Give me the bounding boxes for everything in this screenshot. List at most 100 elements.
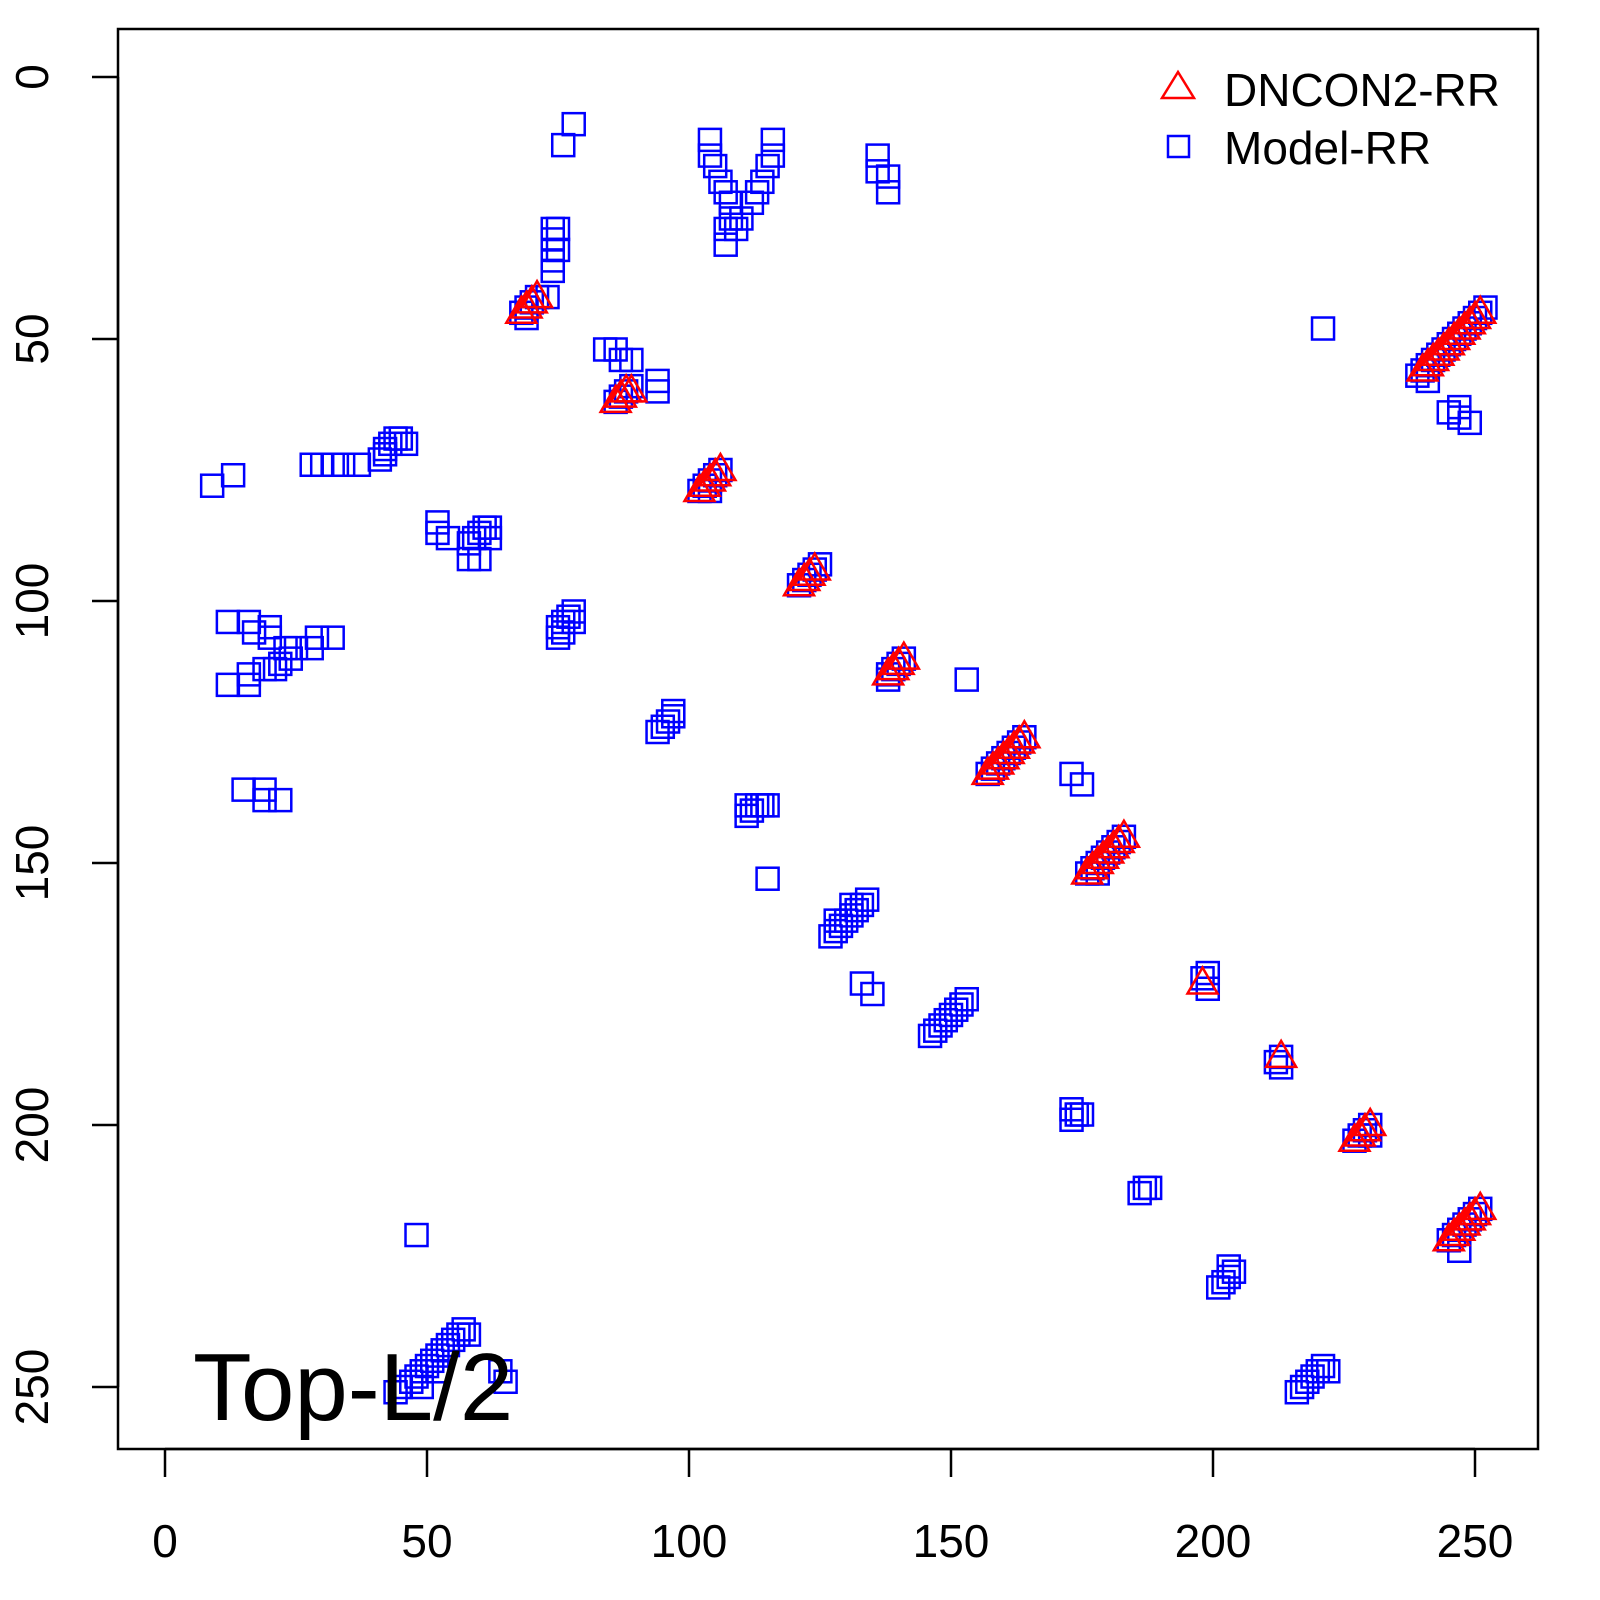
model-rr-point — [697, 127, 723, 153]
y-tick-label: 150 — [6, 825, 58, 902]
x-tick-label: 150 — [913, 1515, 990, 1567]
model-rr-point — [252, 787, 277, 813]
dncon2-rr-point — [980, 744, 1016, 775]
model-rr-point — [1195, 960, 1221, 986]
model-rr-point — [451, 1317, 476, 1342]
dncon2-rr-point — [603, 378, 639, 408]
model-rr-point — [561, 111, 586, 137]
y-tick-label: 200 — [6, 1087, 58, 1164]
dncon2-rr-point — [1415, 341, 1451, 372]
model-rr-point — [409, 1374, 435, 1400]
dncon2-rr-point — [1452, 304, 1487, 335]
model-rr-point — [865, 143, 890, 168]
legend-triangle-icon — [1159, 69, 1197, 100]
legend-label-model: Model-RR — [1224, 122, 1431, 174]
model-rr-point — [330, 452, 356, 478]
y-tick-label: 100 — [6, 563, 58, 640]
dncon2-rr-point — [1405, 351, 1440, 382]
model-rr-point — [739, 190, 765, 216]
model-rr-point — [346, 452, 372, 478]
model-rr-point — [220, 462, 246, 488]
y-tick-label: 0 — [6, 64, 58, 90]
dncon2-rr-point — [519, 278, 555, 309]
dncon2-rr-point — [692, 461, 728, 492]
model-rr-point — [236, 662, 262, 687]
model-rr-point — [493, 1369, 518, 1395]
x-tick-label: 50 — [401, 1515, 452, 1567]
model-rr-point — [241, 620, 267, 645]
model-rr-point — [456, 1322, 482, 1347]
dncon2-rr-point — [598, 383, 633, 414]
dncon2-rr-point — [1426, 330, 1461, 361]
dncon2-rr-point — [876, 650, 911, 681]
dncon2-rr-point — [514, 283, 549, 314]
plot-frame — [116, 27, 1540, 1451]
model-rr-point — [1137, 1175, 1163, 1201]
dncon2-rr-point — [1452, 1200, 1487, 1231]
dncon2-rr-point — [1442, 315, 1477, 346]
model-rr-point — [875, 164, 901, 189]
dncon2-rr-point — [1185, 965, 1220, 995]
model-rr-point — [854, 887, 880, 912]
dncon2-rr-point — [1457, 299, 1493, 330]
model-rr-point — [477, 525, 503, 551]
legend-square-icon — [1166, 134, 1191, 159]
dncon2-rr-point — [1070, 854, 1105, 885]
dncon2-rr-point — [1101, 823, 1136, 854]
dncon2-rr-point — [970, 755, 1005, 786]
dncon2-rr-point — [1342, 1116, 1377, 1147]
model-rr-point — [388, 426, 414, 451]
model-rr-point — [619, 347, 644, 373]
dncon2-rr-point — [1442, 1211, 1477, 1242]
dncon2-rr-point — [975, 750, 1011, 780]
legend-label-dncon2: DNCON2-RR — [1224, 64, 1500, 116]
x-tick-label: 100 — [651, 1515, 728, 1567]
model-rr-point — [1447, 394, 1472, 420]
model-rr-point — [304, 625, 330, 650]
model-rr-point — [372, 442, 398, 467]
dncon2-rr-point — [1263, 1038, 1299, 1069]
dncon2-rr-point — [1347, 1111, 1383, 1142]
model-rr-point — [734, 793, 759, 818]
dncon2-rr-point — [1106, 818, 1142, 849]
model-rr-point — [645, 379, 670, 404]
y-tick-label: 250 — [6, 1349, 58, 1426]
x-tick-label: 0 — [152, 1515, 178, 1567]
dncon2-rr-point — [1421, 336, 1456, 366]
annotation-label: Top-L/2 — [193, 1334, 513, 1441]
dncon2-rr-point — [1463, 1190, 1498, 1221]
dncon2-rr-point — [1080, 844, 1115, 875]
dncon2-rr-point — [1337, 1122, 1372, 1152]
dncon2-rr-point — [870, 655, 906, 686]
model-rr-point — [1310, 1353, 1336, 1379]
dncon2-rr-point — [787, 561, 822, 592]
dncon2-rr-point — [991, 734, 1026, 765]
model-rr-point — [550, 132, 576, 158]
dncon2-rr-point — [1410, 346, 1446, 377]
model-rr-point — [1216, 1254, 1241, 1279]
dncon2-rr-point — [687, 467, 722, 497]
model-rr-point — [1064, 1102, 1090, 1127]
dncon2-rr-point — [1436, 1216, 1472, 1247]
model-rr-point — [839, 892, 864, 918]
dncon2-rr-point — [886, 640, 922, 670]
dncon2-rr-point — [1075, 849, 1110, 880]
model-rr-point — [1284, 1379, 1310, 1405]
model-rr-point — [661, 698, 686, 724]
model-rr-point — [949, 992, 974, 1017]
dncon2-rr-point — [996, 729, 1032, 759]
legend: DNCON2-RR Model-RR — [1159, 64, 1500, 174]
dncon2-rr-point — [1447, 1206, 1482, 1236]
model-rr-point — [1059, 1097, 1084, 1122]
dncon2-rr-point — [792, 556, 827, 587]
model-rr-point — [540, 258, 566, 284]
x-tick-label: 250 — [1437, 1515, 1514, 1567]
model-rr-point — [875, 180, 901, 205]
dncon2-rr-point — [1001, 723, 1037, 754]
model-rr-point — [425, 1359, 450, 1384]
model-rr-point — [404, 1222, 429, 1248]
dncon2-rr-point — [1431, 325, 1466, 356]
dncon2-rr-point — [682, 472, 717, 503]
dncon2-rr-point — [1007, 718, 1042, 749]
